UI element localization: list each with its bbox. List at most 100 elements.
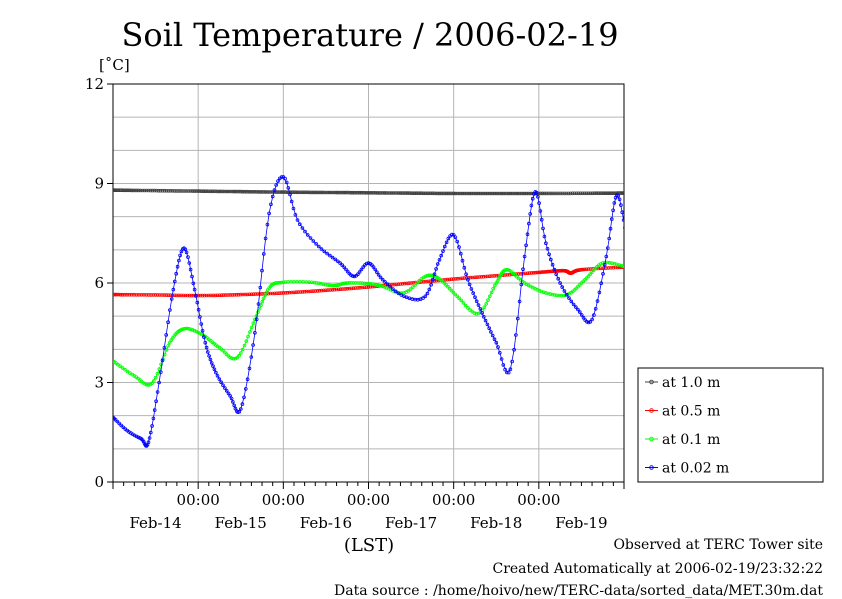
data-point <box>466 277 470 282</box>
data-point <box>580 191 585 196</box>
data-point <box>541 226 545 231</box>
data-point <box>483 318 488 323</box>
data-point <box>155 390 160 394</box>
data-point <box>439 253 444 258</box>
data-point <box>300 226 305 230</box>
data-point <box>231 356 236 361</box>
data-point <box>507 272 512 277</box>
data-point <box>451 233 456 237</box>
y-tick-label: 6 <box>94 274 104 292</box>
data-point <box>590 191 595 196</box>
data-point <box>207 354 211 358</box>
data-point <box>123 292 127 297</box>
data-point <box>429 282 433 287</box>
data-point <box>586 274 591 279</box>
data-point <box>340 190 344 195</box>
data-point <box>373 191 378 195</box>
data-point <box>203 189 208 194</box>
data-point <box>335 259 340 264</box>
data-point <box>545 247 550 251</box>
data-point <box>120 292 125 297</box>
data-point <box>588 319 593 324</box>
data-point <box>526 191 530 196</box>
data-point <box>147 293 151 297</box>
data-point <box>396 282 401 287</box>
data-point <box>496 191 500 196</box>
data-point <box>263 293 267 298</box>
data-point <box>292 290 296 295</box>
data-point <box>194 189 199 193</box>
data-point <box>534 190 539 195</box>
data-point <box>316 244 321 249</box>
data-point <box>474 311 479 316</box>
data-point <box>281 291 286 295</box>
data-point <box>194 294 198 298</box>
data-point <box>125 369 130 374</box>
data-point <box>453 292 458 297</box>
data-point <box>538 209 543 213</box>
data-point <box>290 290 294 295</box>
data-point <box>242 343 247 348</box>
data-point <box>448 191 452 196</box>
data-point <box>192 328 197 333</box>
data-point <box>588 272 592 277</box>
data-point <box>475 275 479 280</box>
data-point <box>609 265 613 270</box>
data-point <box>550 262 555 267</box>
data-point <box>327 283 332 288</box>
data-point <box>417 278 422 283</box>
data-point <box>451 277 456 281</box>
data-point <box>331 283 335 288</box>
data-point <box>584 191 589 196</box>
data-point <box>215 293 220 298</box>
x-tick-label: 00:00 <box>177 491 220 509</box>
data-point <box>564 191 568 196</box>
data-point <box>393 191 397 195</box>
data-point <box>221 383 225 388</box>
data-point <box>347 281 351 285</box>
data-point <box>350 190 355 195</box>
data-point <box>293 190 298 195</box>
data-point <box>261 296 266 301</box>
data-point <box>198 189 202 193</box>
data-point <box>159 370 163 374</box>
data-point <box>537 201 541 205</box>
data-point <box>188 267 193 272</box>
data-point <box>581 315 586 320</box>
data-point <box>474 299 479 304</box>
data-point <box>492 337 497 342</box>
data-point <box>426 191 431 196</box>
data-point <box>586 191 591 196</box>
data-point <box>181 189 185 193</box>
data-point <box>472 311 477 315</box>
data-point <box>215 189 220 194</box>
data-point <box>247 292 252 297</box>
data-point <box>435 262 440 266</box>
data-point <box>219 189 224 194</box>
data-point <box>501 363 506 367</box>
data-point <box>318 190 323 195</box>
data-point <box>214 189 218 194</box>
data-point <box>490 333 495 338</box>
data-point <box>156 188 161 193</box>
data-point <box>334 190 339 195</box>
data-point <box>154 399 158 404</box>
data-point <box>409 281 413 285</box>
data-point <box>279 190 284 194</box>
data-point <box>540 191 545 196</box>
data-point <box>525 271 530 276</box>
data-point <box>455 191 460 196</box>
data-point <box>240 402 245 406</box>
data-point <box>312 280 317 285</box>
data-point <box>192 189 197 193</box>
data-point <box>538 270 543 275</box>
data-point <box>187 261 192 265</box>
data-point <box>246 189 250 194</box>
data-point <box>451 290 456 295</box>
data-point <box>410 285 415 289</box>
data-point <box>462 265 467 270</box>
data-point <box>147 436 152 440</box>
data-point <box>527 221 531 226</box>
data-point <box>353 286 358 290</box>
data-point <box>166 320 170 325</box>
